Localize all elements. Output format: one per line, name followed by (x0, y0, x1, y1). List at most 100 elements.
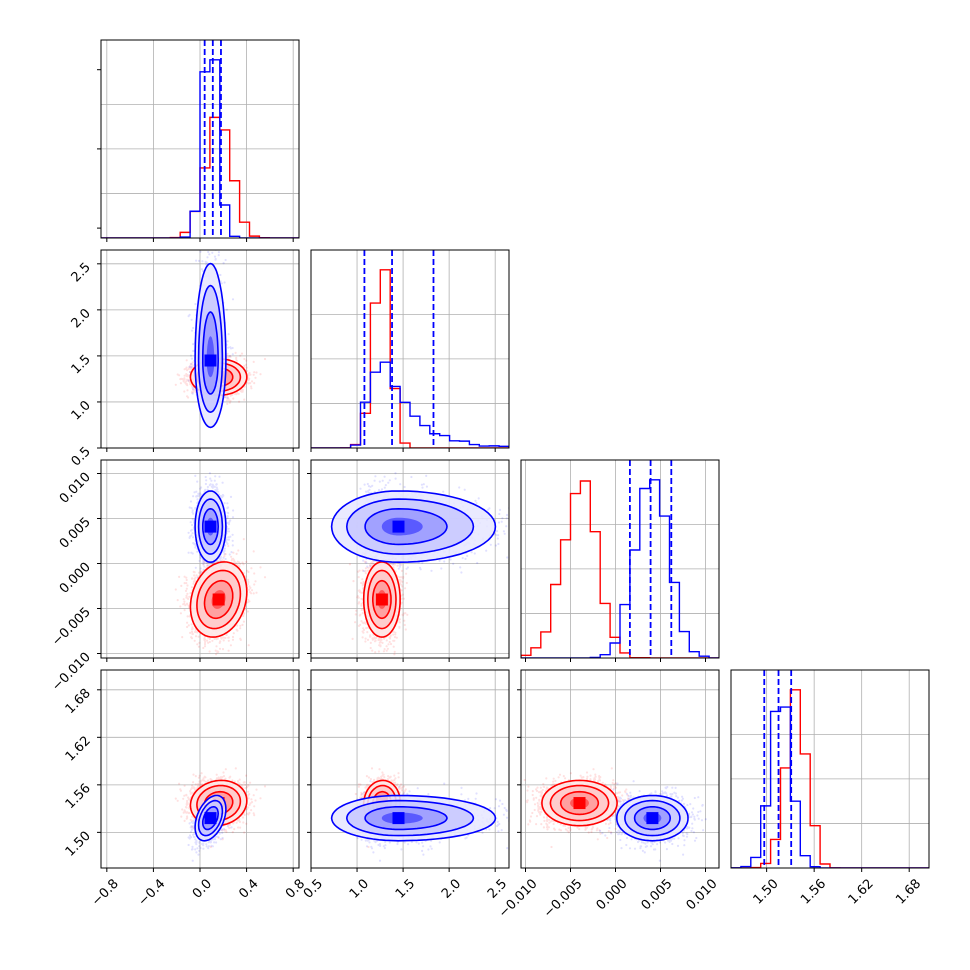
density-peak-B (392, 520, 405, 533)
x-tick-label: 1.68 (893, 876, 924, 907)
histogram-B (731, 706, 929, 868)
x-tick-label: 0.4 (236, 876, 261, 901)
x-tick-label: 1.50 (751, 876, 782, 907)
panel-1-1 (310, 249, 510, 452)
density-peak-A (212, 593, 225, 606)
contour-A (362, 561, 401, 638)
contour-B (202, 311, 220, 395)
panel-1-0: 0.5 1.0 1.5 2.0 2.5 (69, 249, 300, 469)
histogram-A (521, 480, 719, 658)
y-tick-label: 1.50 (63, 829, 94, 860)
x-tick-label: 1.0 (347, 876, 372, 901)
contour-B (194, 490, 227, 564)
contour-B (197, 799, 224, 837)
density-peak-B (204, 812, 217, 825)
y-tick-label: −0.010 (49, 650, 94, 695)
contour-A (203, 579, 234, 620)
contour-B (197, 498, 224, 555)
panel-content (330, 472, 509, 656)
panel-0-0 (97, 39, 300, 242)
panel-content (731, 670, 929, 868)
x-tick-label: 0.5 (301, 876, 326, 901)
histogram-B (521, 479, 719, 658)
y-tick-label: −0.005 (49, 605, 94, 650)
contour-B (202, 507, 220, 546)
x-tick-label: 1.56 (798, 876, 829, 907)
contour-A (189, 561, 248, 638)
x-tick-label: 0.005 (639, 876, 676, 913)
contour-B (624, 799, 681, 837)
density-peak-A (573, 797, 586, 810)
contour-A (196, 784, 242, 822)
contour-B (364, 806, 448, 831)
x-tick-label: 0.0 (190, 876, 215, 901)
density-peak-B (392, 812, 405, 825)
y-tick-label: 1.68 (63, 686, 94, 717)
contour-A (559, 790, 600, 816)
contour-B (615, 794, 689, 842)
y-tick-label: 1.0 (69, 398, 94, 423)
contour-B (345, 799, 475, 837)
contour-B (194, 794, 227, 842)
panel-bg (311, 250, 509, 448)
panel-content (174, 472, 267, 656)
density-peak-B (646, 812, 659, 825)
panel-2-2 (520, 459, 720, 662)
contour-A (366, 569, 397, 630)
x-tick-label: 0.010 (684, 876, 721, 913)
panel-frame (520, 669, 720, 869)
contour-B (364, 507, 448, 546)
contour-A (189, 358, 248, 397)
histogram-A (731, 689, 929, 868)
panel-3-2: −0.010 −0.005 0.000 0.005 0.010 (496, 669, 721, 921)
contour-A (189, 779, 248, 827)
y-tick-label: 1.56 (63, 781, 94, 812)
panel-frame (310, 669, 510, 869)
x-tick-label: −0.4 (136, 876, 169, 909)
density-peak-A (375, 593, 388, 606)
panel-bg (521, 670, 719, 868)
contour-B (194, 262, 227, 429)
y-tick-label: 0.5 (69, 444, 94, 469)
panel-3-3: 1.50 1.56 1.62 1.68 (730, 669, 930, 908)
x-tick-label: −0.8 (89, 876, 122, 909)
y-tick-label: 0.000 (57, 560, 94, 597)
contour-A (541, 779, 618, 827)
density-peak-B (204, 520, 217, 533)
x-tick-label: 0.000 (594, 876, 631, 913)
panel-2-0: −0.010−0.005 0.000 0.005 0.010 (49, 459, 300, 695)
y-tick-label: 0.005 (57, 515, 94, 552)
y-tick-label: 1.62 (63, 734, 94, 765)
panel-content (523, 767, 707, 862)
panel-frame (520, 459, 720, 659)
contour-B (345, 498, 475, 555)
x-tick-label: 2.0 (439, 876, 464, 901)
panel-content (174, 250, 267, 429)
panel-frame (310, 249, 510, 449)
y-tick-label: 1.5 (69, 352, 94, 377)
density-peak-B (204, 354, 217, 367)
x-tick-label: 1.5 (393, 876, 418, 901)
panel-content (330, 767, 509, 862)
contour-A (549, 784, 610, 822)
panel-3-0: −0.8 −0.4 0.0 0.4 0.81.501.561.621.68 (63, 669, 308, 909)
x-tick-label: 1.62 (846, 876, 877, 907)
panel-3-1: 0.5 1.0 1.5 2.0 2.5 (301, 669, 510, 902)
panel-content (521, 460, 719, 658)
contour-B (330, 490, 497, 564)
contour-A (372, 579, 392, 620)
x-tick-label: −0.005 (541, 876, 586, 921)
panel-frame (310, 459, 510, 659)
contour-B (197, 284, 224, 414)
contour-A (196, 569, 242, 630)
panel-2-1 (307, 459, 510, 662)
panel-content (174, 767, 267, 862)
contour-B (330, 794, 497, 842)
y-tick-label: 2.0 (69, 306, 94, 331)
panel-content (101, 40, 299, 238)
x-tick-label: 2.5 (485, 876, 510, 901)
contour-B (633, 806, 672, 831)
y-tick-label: 0.010 (57, 470, 94, 507)
y-tick-label: 2.5 (69, 260, 94, 285)
